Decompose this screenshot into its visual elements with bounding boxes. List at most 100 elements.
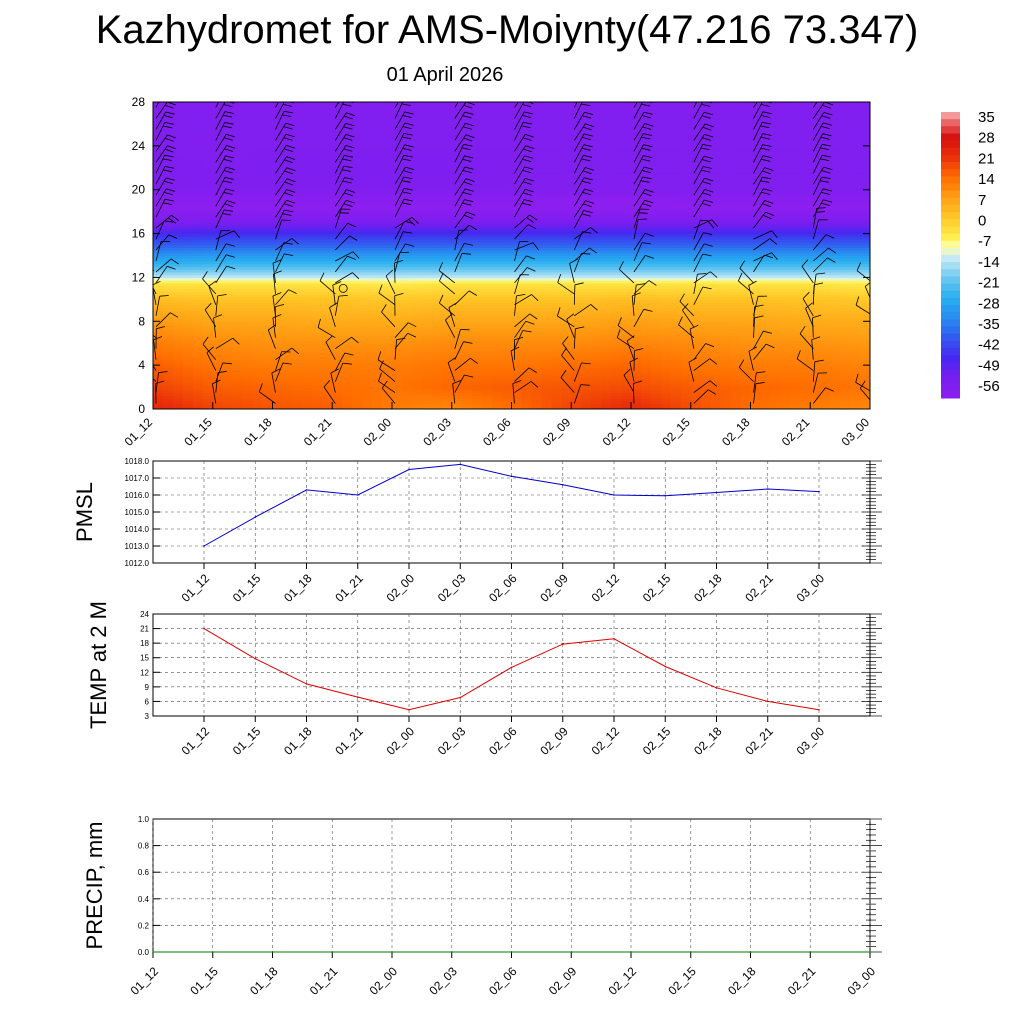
heatmap-cell: [392, 304, 403, 309]
heatmap-cell: [182, 137, 194, 141]
heatmap-cell: [471, 115, 483, 120]
heatmap-cell: [153, 118, 164, 122]
heatmap-cell: [272, 395, 284, 399]
heatmap-cell: [382, 247, 393, 251]
heatmap-cell: [242, 203, 254, 207]
heatmap-cell: [242, 132, 254, 136]
heatmap-cell: [282, 206, 294, 210]
heatmap-cell: [561, 102, 572, 106]
heatmap-cell: [481, 110, 493, 114]
heatmap-cell: [192, 307, 204, 311]
heatmap-cell: [212, 165, 224, 169]
heatmap-cell: [411, 255, 423, 259]
heatmap-cell: [212, 406, 224, 409]
heatmap-cell: [272, 143, 284, 147]
heatmap-cell: [441, 211, 453, 215]
heatmap-cell: [162, 178, 174, 183]
heatmap-cell: [372, 228, 383, 232]
heatmap-cell: [382, 293, 393, 298]
heatmap-cell: [232, 200, 244, 205]
heatmap-cell: [182, 406, 194, 409]
heatmap-cell: [362, 285, 373, 289]
heatmap-cell: [471, 167, 483, 172]
heatmap-cell: [531, 307, 542, 311]
heatmap-cell: [342, 121, 353, 125]
heatmap-cell: [451, 159, 463, 163]
heatmap-cell: [431, 381, 443, 385]
heatmap-cell: [162, 288, 174, 292]
heatmap-cell: [362, 269, 373, 273]
heatmap-cell: [471, 118, 483, 122]
heatmap-cell: [342, 400, 353, 405]
heatmap-cell: [172, 165, 184, 169]
heatmap-cell: [312, 398, 323, 402]
heatmap-cell: [282, 230, 294, 235]
heatmap-cell: [441, 208, 453, 213]
heatmap-cell: [411, 340, 423, 344]
heatmap-cell: [451, 258, 463, 262]
heatmap-cell: [591, 351, 602, 355]
heatmap-cell: [242, 126, 254, 131]
heatmap-cell: [262, 348, 274, 353]
heatmap-cell: [571, 367, 582, 372]
heatmap-cell: [282, 167, 294, 172]
heatmap-cell: [401, 247, 413, 251]
heatmap-cell: [382, 244, 393, 248]
heatmap-cell: [421, 389, 433, 394]
heatmap-cell: [511, 110, 523, 114]
heatmap-cell: [182, 112, 194, 117]
heatmap-cell: [431, 222, 443, 226]
heatmap-cell: [561, 274, 572, 279]
heatmap-cell: [441, 244, 453, 248]
heatmap-cell: [352, 329, 363, 333]
heatmap-cell: [531, 151, 542, 155]
heatmap-cell: [541, 367, 552, 372]
heatmap-cell: [451, 233, 463, 237]
heatmap-cell: [421, 214, 433, 218]
heatmap-cell: [302, 203, 313, 207]
heatmap-cell: [531, 143, 542, 147]
heatmap-cell: [232, 296, 244, 300]
heatmap-cell: [153, 304, 164, 309]
heatmap-cell: [312, 392, 323, 396]
heatmap-cell: [561, 329, 572, 333]
heatmap-cell: [441, 156, 453, 161]
heatmap-cell: [282, 282, 294, 287]
heatmap-cell: [411, 236, 423, 240]
heatmap-cell: [192, 102, 204, 106]
heatmap-cell: [561, 208, 572, 213]
heatmap-cell: [153, 154, 164, 158]
heatmap-cell: [272, 329, 284, 333]
heatmap-cell: [471, 134, 483, 139]
heatmap-cell: [501, 132, 513, 136]
heatmap-cell: [501, 285, 513, 289]
heatmap-cell: [232, 154, 244, 158]
heatmap-cell: [172, 184, 184, 188]
heatmap-cell: [252, 148, 264, 152]
heatmap-cell: [541, 102, 552, 106]
heatmap-cell: [362, 266, 373, 270]
heatmap-cell: [202, 233, 214, 237]
heatmap-cell: [362, 173, 373, 177]
heatmap-cell: [252, 115, 264, 120]
heatmap-cell: [501, 189, 513, 194]
heatmap-cell: [521, 110, 533, 114]
heatmap-cell: [521, 285, 533, 289]
heatmap-cell: [242, 170, 254, 174]
heatmap-cell: [571, 244, 582, 248]
heatmap-cell: [212, 260, 224, 265]
heatmap-cell: [531, 112, 542, 117]
heatmap-cell: [551, 271, 562, 276]
heatmap-cell: [471, 318, 483, 322]
heatmap-cell: [392, 132, 403, 136]
heatmap-cell: [591, 304, 602, 309]
heatmap-cell: [571, 121, 582, 125]
heatmap-cell: [481, 156, 493, 161]
heatmap-cell: [332, 165, 343, 169]
heatmap-cell: [302, 121, 313, 125]
heatmap-cell: [561, 233, 572, 237]
heatmap-cell: [252, 159, 264, 163]
heatmap-cell: [382, 307, 393, 311]
heatmap-cell: [551, 186, 562, 191]
heatmap-cell: [561, 181, 572, 185]
